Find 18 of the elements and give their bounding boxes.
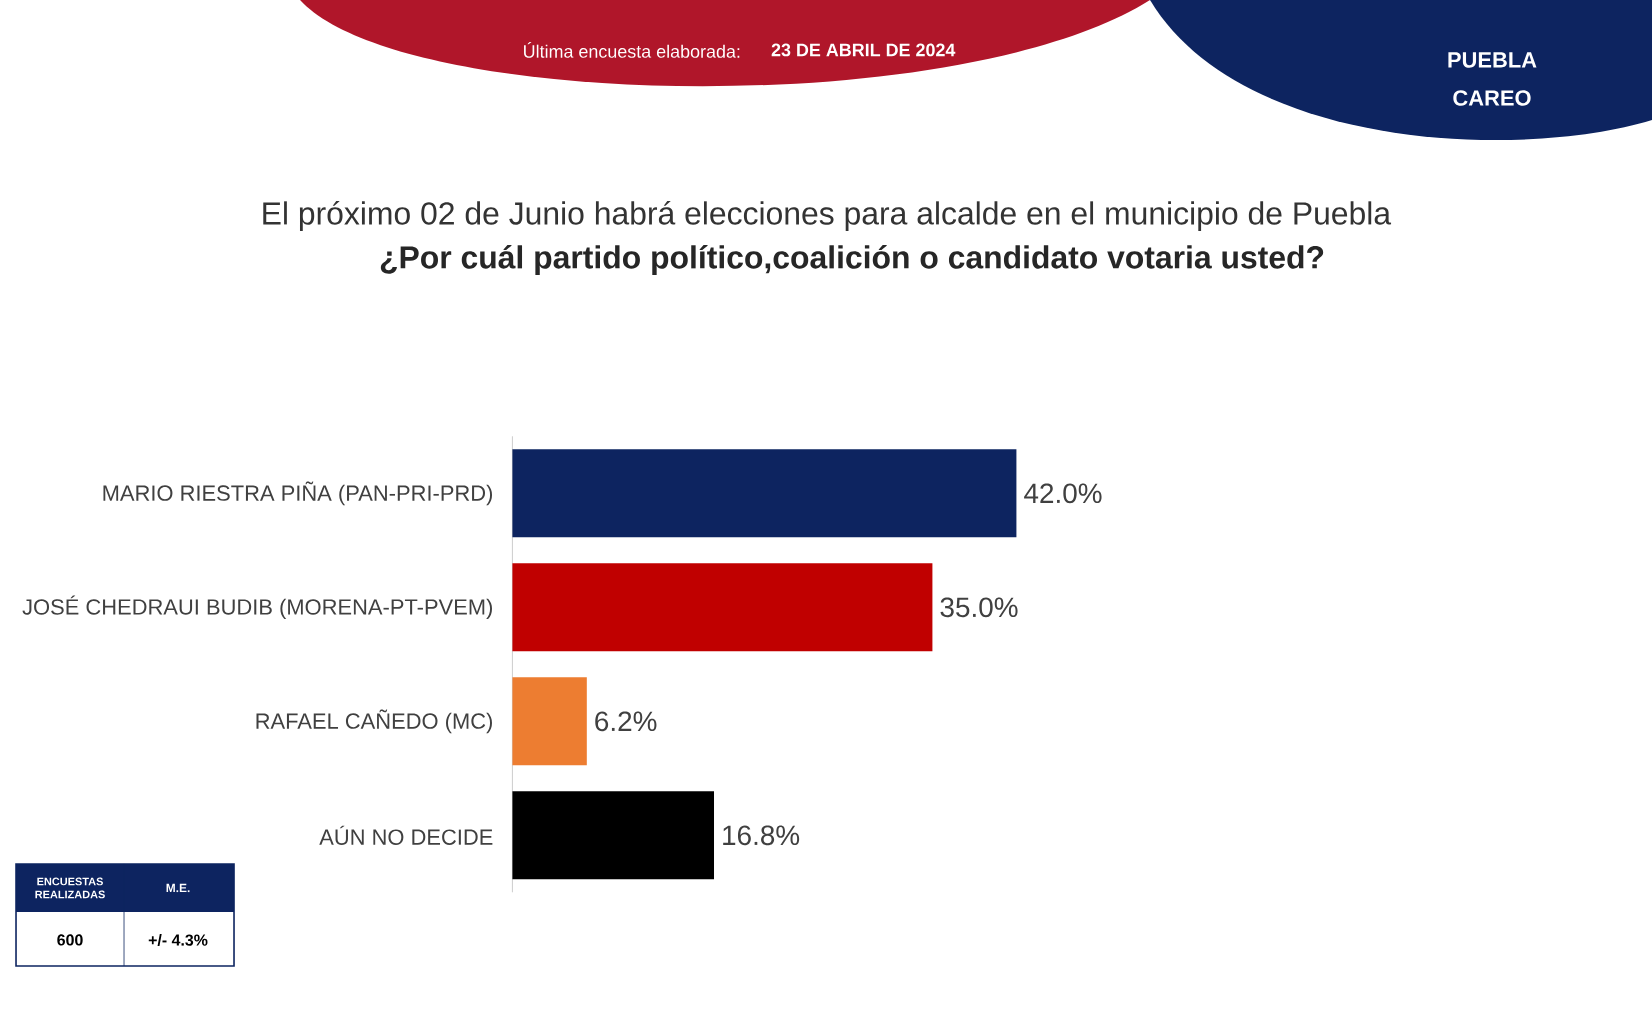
data-label: 6.2% <box>595 711 657 732</box>
bar <box>512 563 933 652</box>
chart-subtitle: ¿Por cuál partido político,coalición o candidato votaria usted? <box>380 244 1324 275</box>
text: Última encuesta elaborada: <box>524 42 740 58</box>
bar <box>512 791 715 880</box>
y-tick-label: RAFAEL CAÑEDO (MC) <box>256 709 492 734</box>
chart-title: El próximo 02 de Junio habrá elecciones para alcalde en el municipio de Puebla <box>263 200 1392 232</box>
text: CAREO <box>1453 90 1531 106</box>
data-label: 16.8% <box>723 825 800 846</box>
y-tick-label: JOSÉ CHEDRAUI BUDIB (MORENA-PT-PVEM) <box>22 595 493 620</box>
bar <box>512 449 1017 538</box>
text: 23 DE ABRIL DE 2024 <box>771 43 956 57</box>
text: PUEBLA <box>1448 52 1537 68</box>
y-tick-label: MARIO RIESTRA PIÑA (PAN-PRI-PRD) <box>103 481 493 506</box>
y-tick-label: AÚN NO DECIDE <box>319 825 493 845</box>
bar <box>512 677 587 766</box>
data-label: 35.0% <box>940 597 1018 618</box>
data-label: 42.0% <box>1024 483 1102 504</box>
